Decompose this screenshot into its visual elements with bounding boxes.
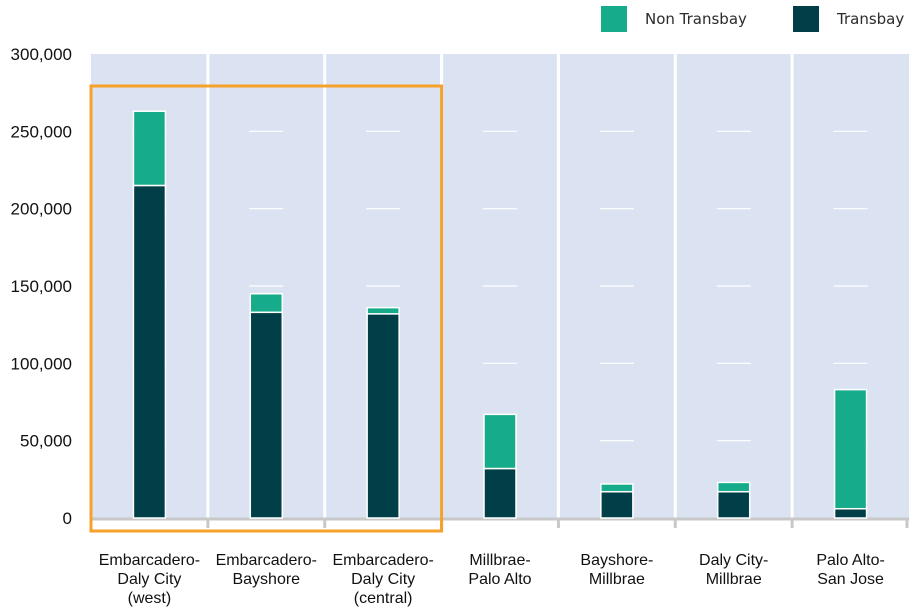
bar-non-transbay (716, 481, 751, 493)
category-label: Daly City-Millbrae (699, 552, 768, 588)
bar-transbay (833, 507, 868, 519)
bar-non-transbay (833, 388, 868, 510)
bar-transbay (366, 313, 400, 519)
bar-non-transbay (366, 306, 400, 315)
bar-transbay (132, 184, 167, 519)
legend-transbay: Transbay (793, 6, 904, 32)
category-label: Bayshore-Millbrae (580, 552, 653, 588)
category-label: Embarcadero-Bayshore (216, 552, 317, 588)
category-label: Embarcadero-Daly City (west) (99, 552, 200, 607)
legend-label-non-transbay: Non Transbay (645, 10, 747, 28)
y-tick-label: 250,000 (11, 122, 72, 141)
bar-non-transbay (249, 292, 284, 314)
bar-non-transbay (132, 110, 167, 187)
highlight-box (89, 84, 444, 533)
category-label: Millbrae-Palo Alto (468, 552, 531, 588)
legend-label-transbay: Transbay (837, 10, 905, 28)
bar-transbay (483, 467, 517, 519)
bar-non-transbay (600, 483, 634, 493)
y-tick-label: 150,000 (11, 277, 72, 296)
y-tick-label: 200,000 (11, 200, 72, 219)
y-tick-label: 50,000 (20, 432, 72, 451)
bar-transbay (716, 490, 751, 519)
category-label: Palo Alto-San Jose (816, 552, 884, 588)
bar-non-transbay (483, 413, 517, 470)
category-label: Embarcadero-Daly City (central) (332, 552, 433, 607)
y-tick-label: 100,000 (11, 354, 72, 373)
bar-transbay (249, 311, 284, 519)
bar-transbay (600, 490, 634, 519)
legend-swatch-transbay (793, 6, 819, 32)
y-tick-label: 0 (63, 509, 72, 528)
legend-non-transbay: Non Transbay (601, 6, 747, 32)
legend-swatch-non-transbay (601, 6, 627, 32)
y-tick-label: 300,000 (11, 45, 72, 64)
